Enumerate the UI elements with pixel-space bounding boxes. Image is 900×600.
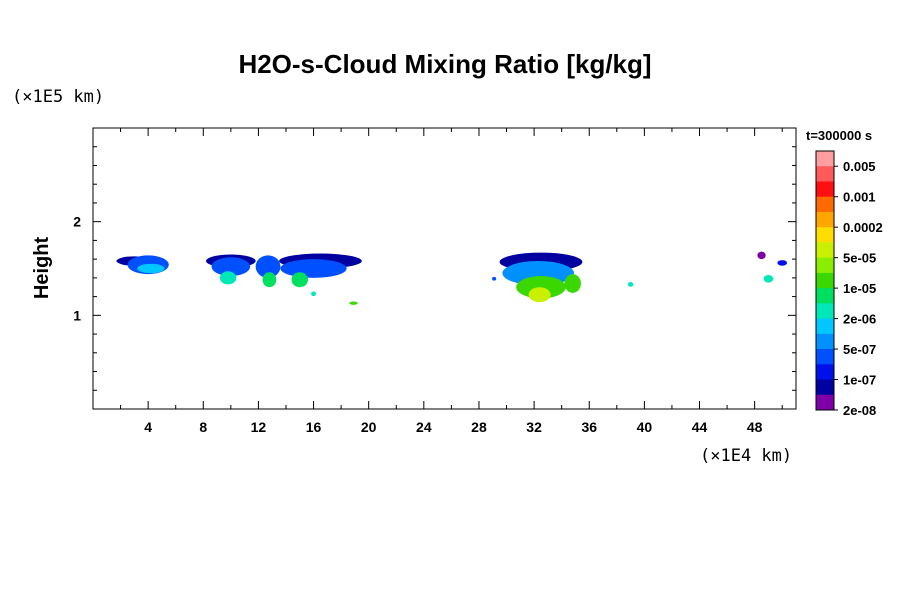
- x-unit-label: (×1E4 km): [700, 446, 792, 466]
- colorbar-swatch: [816, 242, 834, 259]
- x-tick-label: 24: [416, 419, 432, 435]
- colorbar-label: 2e-08: [843, 403, 876, 418]
- colorbar-label: 0.0002: [843, 220, 883, 235]
- cloud-patch: [516, 275, 566, 299]
- y-tick-label: 2: [73, 214, 81, 230]
- x-tick-label: 20: [361, 419, 377, 435]
- colorbar-swatch: [816, 151, 834, 167]
- colorbar-label: 5e-05: [843, 251, 876, 266]
- colorbar-swatch: [816, 394, 834, 411]
- y-tick-label: 1: [73, 307, 81, 323]
- colorbar-swatch: [816, 227, 834, 243]
- colorbar-swatch: [816, 166, 834, 182]
- colorbar-swatch: [816, 257, 834, 274]
- x-tick-label: 8: [199, 419, 207, 435]
- colorbar-swatch: [816, 318, 834, 335]
- x-tick-label: 36: [581, 419, 597, 435]
- colorbar: 0.005 0.001 0.0002 5e-05 1e-05 2e-06 5e-07 1e-0…: [815, 150, 883, 418]
- cloud-patch: [349, 301, 358, 305]
- x-tick-label: 40: [637, 419, 653, 435]
- colorbar-swatch: [816, 211, 834, 228]
- colorbar-label: 2e-06: [843, 312, 876, 327]
- cloud-patch: [291, 272, 309, 288]
- y-axis: 12: [73, 146, 796, 391]
- colorbar-swatch: [816, 303, 834, 320]
- cloud-patch: [280, 259, 347, 278]
- colorbar-swatch: [816, 272, 834, 289]
- colorbar-label: 5e-07: [843, 342, 876, 357]
- colorbar-label: 0.001: [843, 190, 876, 205]
- chart-title: H2O-s-Cloud Mixing Ratio [kg/kg]: [238, 49, 651, 79]
- x-tick-label: 12: [251, 419, 267, 435]
- cloud-patch: [564, 274, 581, 293]
- colorbar-swatch: [816, 349, 834, 365]
- time-label: t=300000 s: [806, 128, 872, 143]
- x-tick-label: 48: [747, 419, 763, 435]
- plot-frame: [92, 127, 797, 410]
- x-tick-label: 32: [526, 419, 542, 435]
- y-axis-label: Height: [31, 237, 53, 300]
- colorbar-swatch: [816, 181, 834, 198]
- cloud-patch: [627, 282, 634, 287]
- colorbar-swatch: [816, 364, 834, 381]
- cloud-patch: [137, 263, 165, 274]
- cloud-patch: [492, 276, 497, 281]
- x-tick-label: 4: [144, 419, 152, 435]
- cloud-patch: [211, 257, 251, 276]
- colorbar-label: 0.005: [843, 159, 876, 174]
- plot-area: 4 8 12 16 20 24 28 32 36 40 44 48 12: [73, 127, 797, 435]
- y-unit-label: (×1E5 km): [12, 87, 104, 107]
- x-tick-label: 16: [306, 419, 322, 435]
- cloud-patch: [255, 255, 281, 278]
- x-tick-label: 28: [471, 419, 487, 435]
- x-axis: 4 8 12 16 20 24 28 32 36 40 44 48: [120, 128, 783, 435]
- x-tick-label: 44: [692, 419, 708, 435]
- cloud-field: [116, 251, 788, 305]
- colorbar-swatch: [816, 333, 834, 350]
- cloud-patch: [757, 251, 766, 260]
- cloud-patch: [262, 272, 277, 288]
- colorbar-label: 1e-07: [843, 373, 876, 388]
- colorbar-swatch: [816, 196, 834, 213]
- cloud-patch: [311, 291, 317, 297]
- cloud-patch: [777, 260, 788, 266]
- colorbar-swatch: [816, 288, 834, 304]
- cloud-patch: [219, 271, 237, 285]
- cloud-patch: [763, 275, 774, 283]
- colorbar-label: 1e-05: [843, 281, 876, 296]
- colorbar-swatch: [816, 379, 834, 396]
- colorbar-frame: [815, 150, 835, 411]
- cloud-patch: [528, 287, 551, 303]
